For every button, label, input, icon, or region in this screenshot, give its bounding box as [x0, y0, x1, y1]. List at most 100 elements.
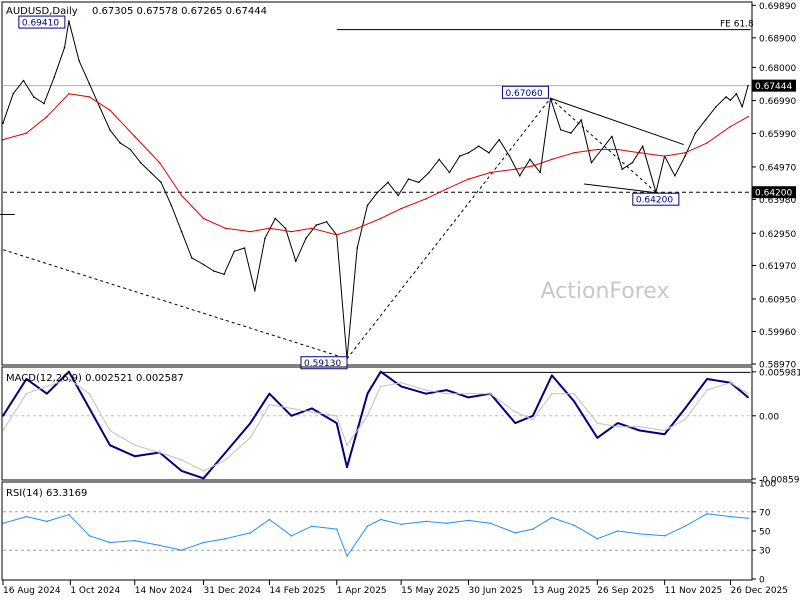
series-point [684, 525, 686, 527]
macd-y-axis: 0.005981 0.00 -0.00859 [752, 368, 800, 485]
y-tick-label: 0.61970 [759, 262, 796, 272]
series-point [268, 403, 271, 406]
macd-panel-title: MACD(12,26,9) 0.002521 0.002587 [6, 373, 184, 384]
series-point [706, 378, 708, 380]
series-point [467, 519, 470, 522]
series-point [25, 515, 28, 518]
series-point [573, 392, 575, 395]
series-point [78, 60, 80, 62]
series-point [445, 392, 448, 395]
series-point [638, 426, 641, 428]
series-line [2, 513, 749, 557]
y-tick-label: 30 [759, 547, 771, 557]
series-point [379, 370, 382, 373]
series-point [549, 97, 552, 100]
series-point [335, 422, 338, 424]
series-point [249, 437, 252, 439]
series-point [532, 528, 534, 530]
series-point [109, 429, 111, 432]
series-point [379, 518, 382, 521]
x-tick-label: 1 Oct 2024 [70, 586, 120, 596]
x-tick-label: 13 Aug 2025 [533, 586, 591, 596]
series-point [224, 459, 227, 461]
y-tick-label: 0.59960 [759, 328, 796, 338]
series-point [445, 389, 448, 391]
pivot-label-box [18, 15, 66, 29]
series-point [663, 155, 666, 157]
series-point [290, 230, 293, 233]
series-point [133, 135, 136, 138]
series-point [674, 174, 676, 177]
series-point [488, 151, 490, 154]
pivot-label: 0.64200 [636, 196, 673, 206]
series-point [315, 224, 318, 226]
series-point [532, 165, 534, 167]
series-point [400, 385, 402, 388]
series-point [356, 227, 359, 230]
series-point [638, 429, 641, 432]
series-point [305, 237, 307, 239]
series-point [249, 230, 252, 233]
series-point [551, 392, 553, 395]
series-point [663, 429, 666, 432]
series-point [311, 525, 313, 527]
series-point [2, 522, 4, 525]
series-point [425, 520, 427, 523]
series-point [268, 392, 271, 395]
series-point [467, 392, 470, 395]
series-point [212, 270, 215, 272]
series-point [290, 407, 293, 410]
series-point [46, 385, 48, 388]
series-point [180, 230, 183, 233]
series-point [88, 392, 91, 395]
series-point [180, 549, 183, 551]
series-point [109, 109, 111, 111]
support-price-box [752, 186, 796, 199]
series-point [133, 444, 136, 446]
series-point [663, 535, 666, 537]
rsi-panel-title: RSI(14) 63.3169 [6, 488, 87, 499]
series-point [518, 174, 521, 177]
series-point [335, 528, 338, 530]
pivot-label-box [632, 192, 680, 206]
x-tick-label: 11 Nov 2025 [665, 586, 723, 596]
series-point [570, 132, 572, 134]
series-point [729, 125, 732, 128]
series-point [616, 422, 619, 424]
series-point [425, 392, 427, 395]
series-point [741, 105, 744, 108]
series-point [400, 207, 402, 210]
series-point [514, 168, 517, 171]
series-point [46, 392, 48, 395]
series-point [684, 151, 686, 154]
x-tick-label: 14 Nov 2024 [135, 586, 193, 596]
y-tick-label: 0.68000 [759, 64, 796, 74]
series-point [715, 105, 717, 108]
series-point [2, 138, 4, 141]
series-point [180, 470, 183, 472]
series-point [46, 115, 48, 118]
series-point [46, 520, 48, 523]
series-point [346, 444, 348, 446]
series-point [684, 407, 686, 410]
y-tick-label: 0 [759, 576, 765, 586]
series-point [346, 555, 348, 557]
series-point [68, 378, 70, 380]
series-point [573, 524, 575, 527]
series-point [366, 204, 369, 207]
series-point [445, 522, 448, 525]
series-point [551, 516, 553, 519]
series-point [379, 385, 382, 388]
series-point [747, 392, 749, 395]
series-point [477, 145, 480, 148]
y-tick-label: -0.00859 [759, 475, 800, 485]
series-point [407, 178, 410, 180]
series-point [379, 217, 382, 220]
series-point [532, 414, 534, 417]
y-tick-label: 0.005981 [759, 368, 800, 378]
series-point [655, 191, 657, 194]
fib-618-label: FE 61.8 [720, 20, 754, 30]
pivot-labels: 0.69410 0.59130 0.67060 0.64200 [18, 15, 680, 370]
series-point [366, 414, 369, 417]
series-point [88, 407, 91, 410]
